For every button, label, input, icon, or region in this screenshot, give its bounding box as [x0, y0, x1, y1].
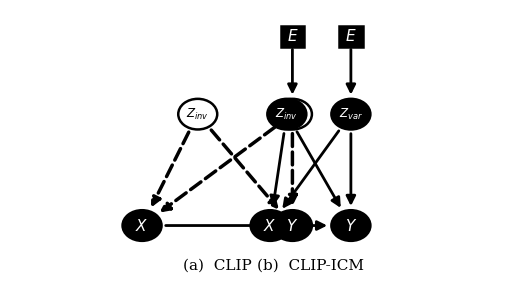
Text: $\mathit{E}$: $\mathit{E}$ [345, 28, 357, 44]
Text: $\mathit{X}$: $\mathit{X}$ [264, 218, 277, 233]
Text: $Z_{var}$: $Z_{var}$ [339, 106, 363, 122]
Ellipse shape [273, 99, 312, 130]
Ellipse shape [251, 210, 290, 241]
Text: $\mathit{Y}$: $\mathit{Y}$ [345, 218, 357, 233]
Text: $\mathit{Y}$: $\mathit{Y}$ [286, 218, 298, 233]
Ellipse shape [267, 99, 306, 130]
FancyBboxPatch shape [339, 26, 363, 47]
Ellipse shape [332, 99, 370, 130]
Text: (a)  CLIP: (a) CLIP [183, 259, 252, 273]
FancyBboxPatch shape [281, 26, 304, 47]
Ellipse shape [273, 210, 312, 241]
Ellipse shape [178, 99, 217, 130]
Ellipse shape [332, 210, 370, 241]
Text: (b)  CLIP-ICM: (b) CLIP-ICM [257, 259, 364, 273]
Text: $Z_{inv}$: $Z_{inv}$ [186, 106, 209, 122]
Text: $Z_{inv}$: $Z_{inv}$ [276, 106, 298, 122]
Text: $\mathit{X}$: $\mathit{X}$ [135, 218, 149, 233]
Text: $\mathit{E}$: $\mathit{E}$ [286, 28, 298, 44]
Text: $Z_{var}$: $Z_{var}$ [280, 106, 305, 122]
Ellipse shape [123, 210, 162, 241]
